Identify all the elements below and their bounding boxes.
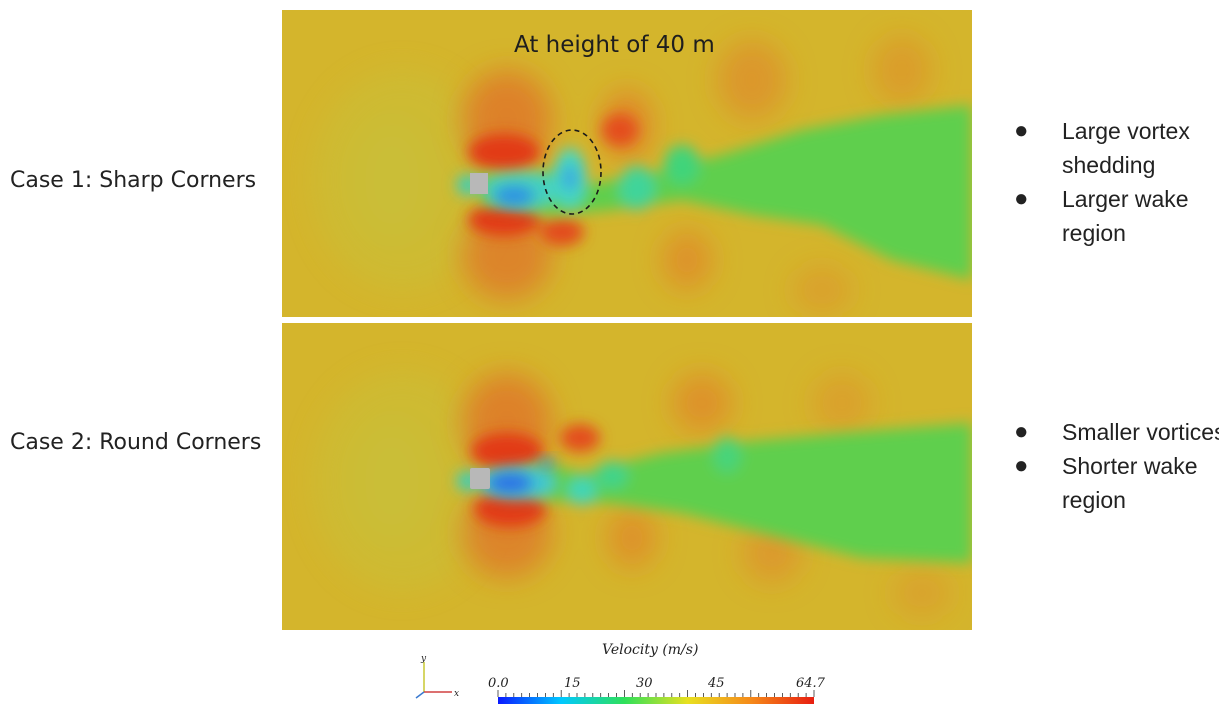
colorbar-tick: 45 <box>708 676 725 691</box>
colorbar-gradient <box>498 697 814 704</box>
colorbar-tick: 15 <box>564 676 581 691</box>
colorbar-tick: 0.0 <box>488 676 509 691</box>
list-item: ● Larger wake region <box>1012 182 1219 250</box>
case-2-velocity-field <box>282 323 972 630</box>
bullet-icon: ● <box>1014 185 1029 212</box>
case-2-observations: ● Smaller vortices ● Shorter wake region <box>1012 415 1219 517</box>
panel-title: At height of 40 m <box>514 32 715 58</box>
vortex-highlight <box>542 129 602 215</box>
case-2-label: Case 2: Round Corners <box>10 430 262 455</box>
list-item: ● Smaller vortices <box>1012 415 1219 449</box>
bullet-icon: ● <box>1014 452 1029 479</box>
case-1-label: Case 1: Sharp Corners <box>10 168 257 193</box>
building-sharp <box>470 173 488 194</box>
list-item: ● Shorter wake region <box>1012 449 1219 517</box>
building-round <box>470 468 490 489</box>
colorbar-title: Velocity (m/s) <box>602 642 699 658</box>
bullet-icon: ● <box>1014 418 1029 445</box>
axes-triad-icon: y x <box>412 652 462 702</box>
bullet-icon: ● <box>1014 117 1029 144</box>
axis-x-label: x <box>454 689 459 699</box>
velocity-colorbar: Velocity (m/s) 0.0 15 30 45 64.7 <box>400 636 880 704</box>
case-1-velocity-field: At height of 40 m <box>282 10 972 317</box>
list-item: ● Large vortex shedding <box>1012 114 1219 182</box>
axis-y-label: y <box>420 654 427 664</box>
case-1-observations: ● Large vortex shedding ● Larger wake regi… <box>1012 114 1219 250</box>
colorbar-tick: 64.7 <box>796 676 825 691</box>
colorbar-tick: 30 <box>636 676 653 691</box>
